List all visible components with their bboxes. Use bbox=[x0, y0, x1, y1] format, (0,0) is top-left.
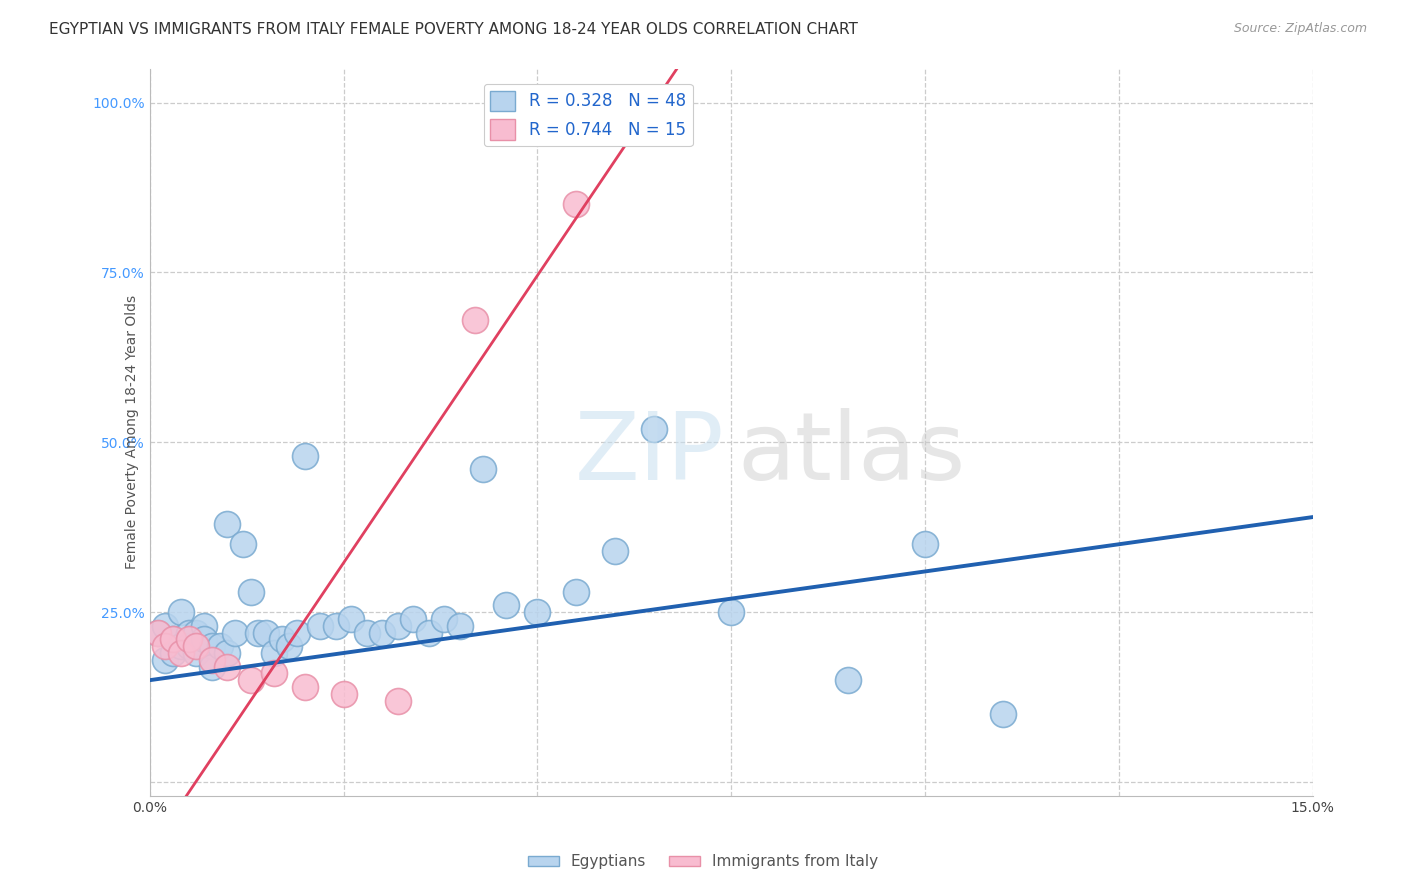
Point bbox=[177, 639, 200, 653]
Point bbox=[565, 197, 588, 211]
Point bbox=[224, 625, 246, 640]
Point bbox=[340, 612, 363, 626]
Point bbox=[603, 544, 626, 558]
Point bbox=[991, 707, 1014, 722]
Point bbox=[170, 639, 193, 653]
Text: Source: ZipAtlas.com: Source: ZipAtlas.com bbox=[1233, 22, 1367, 36]
Point bbox=[294, 449, 316, 463]
Point bbox=[208, 639, 231, 653]
Point bbox=[325, 619, 347, 633]
Point bbox=[170, 646, 193, 660]
Point bbox=[565, 584, 588, 599]
Point bbox=[418, 625, 440, 640]
Text: EGYPTIAN VS IMMIGRANTS FROM ITALY FEMALE POVERTY AMONG 18-24 YEAR OLDS CORRELATI: EGYPTIAN VS IMMIGRANTS FROM ITALY FEMALE… bbox=[49, 22, 858, 37]
Point bbox=[254, 625, 277, 640]
Point bbox=[217, 646, 239, 660]
Point bbox=[332, 687, 354, 701]
Point bbox=[371, 625, 394, 640]
Point bbox=[239, 673, 262, 688]
Point bbox=[155, 639, 177, 653]
Point bbox=[146, 625, 169, 640]
Point bbox=[309, 619, 332, 633]
Point bbox=[162, 646, 184, 660]
Point bbox=[472, 462, 495, 476]
Point bbox=[177, 632, 200, 647]
Point bbox=[155, 653, 177, 667]
Point bbox=[285, 625, 308, 640]
Point bbox=[720, 605, 742, 619]
Point bbox=[201, 639, 224, 653]
Point bbox=[155, 619, 177, 633]
Point bbox=[433, 612, 456, 626]
Point bbox=[186, 625, 208, 640]
Point bbox=[162, 632, 184, 647]
Point bbox=[217, 516, 239, 531]
Point bbox=[402, 612, 425, 626]
Point bbox=[201, 659, 224, 673]
Point bbox=[837, 673, 859, 688]
Point bbox=[146, 625, 169, 640]
Point bbox=[270, 632, 292, 647]
Legend: R = 0.328   N = 48, R = 0.744   N = 15: R = 0.328 N = 48, R = 0.744 N = 15 bbox=[484, 84, 693, 146]
Point bbox=[464, 313, 486, 327]
Point bbox=[232, 537, 254, 551]
Point bbox=[495, 599, 517, 613]
Point bbox=[186, 639, 208, 653]
Point bbox=[201, 653, 224, 667]
Point bbox=[278, 639, 301, 653]
Point bbox=[193, 632, 215, 647]
Legend: Egyptians, Immigrants from Italy: Egyptians, Immigrants from Italy bbox=[522, 848, 884, 875]
Point bbox=[294, 680, 316, 694]
Point bbox=[170, 605, 193, 619]
Point bbox=[193, 619, 215, 633]
Point bbox=[247, 625, 270, 640]
Point bbox=[449, 619, 471, 633]
Text: atlas: atlas bbox=[737, 408, 966, 500]
Point bbox=[643, 422, 665, 436]
Point bbox=[387, 619, 409, 633]
Point bbox=[177, 625, 200, 640]
Point bbox=[356, 625, 378, 640]
Point bbox=[387, 693, 409, 707]
Point bbox=[526, 605, 548, 619]
Point bbox=[217, 659, 239, 673]
Point bbox=[162, 632, 184, 647]
Text: ZIP: ZIP bbox=[574, 408, 724, 500]
Point bbox=[263, 666, 285, 681]
Point bbox=[186, 646, 208, 660]
Y-axis label: Female Poverty Among 18-24 Year Olds: Female Poverty Among 18-24 Year Olds bbox=[125, 295, 139, 569]
Point bbox=[239, 584, 262, 599]
Point bbox=[263, 646, 285, 660]
Point bbox=[914, 537, 936, 551]
